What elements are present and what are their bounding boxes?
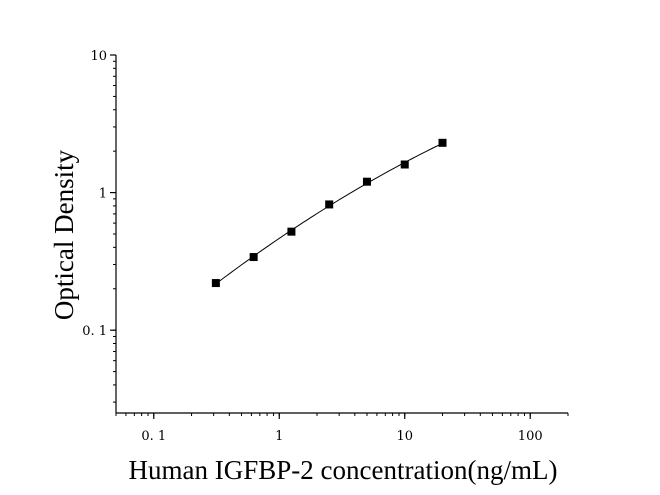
y-tick-label: 1 xyxy=(99,187,107,202)
y-tick-label: 0. 1 xyxy=(82,324,107,339)
axes xyxy=(115,55,568,414)
data-point xyxy=(362,177,371,186)
x-tick-label: 1 xyxy=(275,429,283,444)
y-tick-label: 10 xyxy=(90,49,107,64)
y-axis-title: Optical Density xyxy=(49,149,79,320)
data-point xyxy=(400,160,409,169)
tick-labels: 0. 1 1 10 100 0. 1 1 10 xyxy=(82,49,542,444)
data-point xyxy=(211,279,220,288)
data-point xyxy=(325,200,334,209)
major-ticks xyxy=(110,54,531,419)
minor-ticks xyxy=(113,54,569,416)
x-tick-label: 100 xyxy=(518,429,543,444)
x-tick-label: 10 xyxy=(396,429,413,444)
x-tick-label: 0. 1 xyxy=(141,429,166,444)
data-point xyxy=(287,227,296,236)
data-point xyxy=(249,253,258,262)
data-point xyxy=(438,138,447,147)
x-axis-title: Human IGFBP-2 concentration(ng/mL) xyxy=(129,455,558,485)
data-points xyxy=(211,138,447,288)
